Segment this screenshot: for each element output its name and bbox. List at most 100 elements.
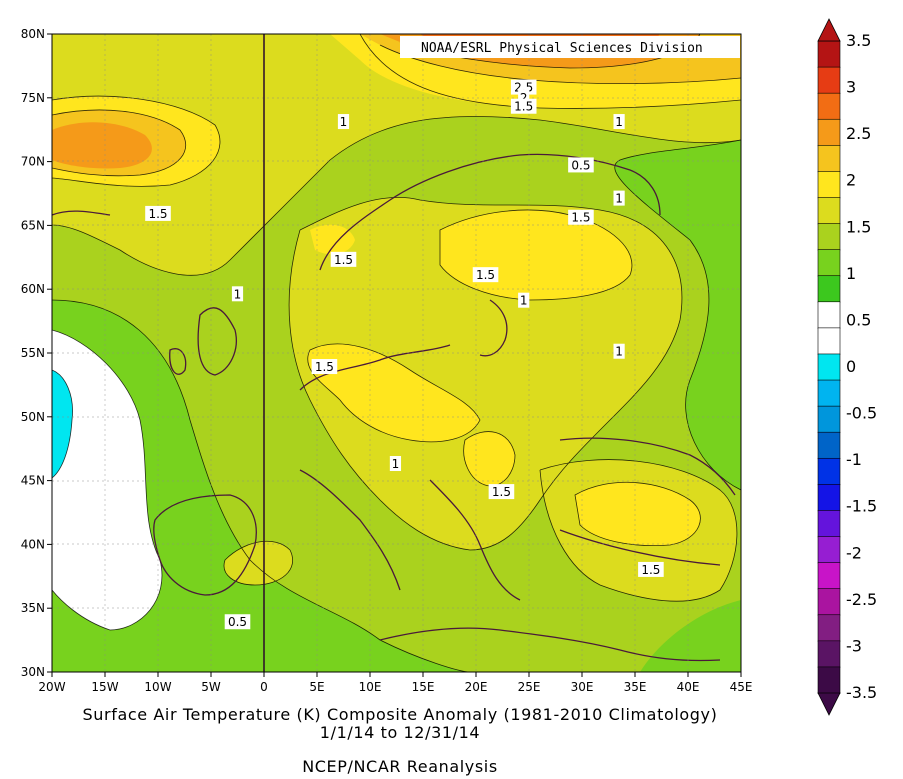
graticule bbox=[52, 34, 741, 672]
fill-0p5-east bbox=[614, 140, 741, 490]
caption-source: NCEP/NCAR Reanalysis bbox=[302, 757, 498, 776]
colorbar-swatch bbox=[817, 666, 841, 694]
contour-label: 1 bbox=[613, 190, 625, 206]
colorbar-swatch bbox=[817, 171, 841, 199]
contour-label: 2 bbox=[518, 89, 530, 105]
contour-label: 1 bbox=[337, 114, 350, 130]
coastlines bbox=[52, 153, 736, 662]
colorbar-label: 3 bbox=[846, 78, 856, 97]
lon-tick-label: 10E bbox=[359, 680, 382, 694]
contour-label: 1.5 bbox=[488, 484, 515, 500]
lat-tick-label: 30N bbox=[21, 665, 45, 679]
contour-label: 1 bbox=[389, 456, 402, 472]
colorbar-swatch bbox=[817, 66, 841, 94]
lat-ticks: 80N 75N 70N 65N 60N 55N 50N 45N 40N 35N 30N bbox=[21, 27, 52, 679]
lat-tick-label: 75N bbox=[21, 91, 45, 105]
colorbar-swatch bbox=[817, 457, 841, 486]
svg-text:1.5: 1.5 bbox=[641, 563, 660, 577]
fill-1p5-2-turkey bbox=[575, 482, 701, 546]
colorbar-label: -2 bbox=[846, 543, 862, 562]
lon-tick-label: 5E bbox=[309, 680, 324, 694]
colorbar-swatch bbox=[817, 536, 841, 564]
colorbar-swatch bbox=[817, 379, 841, 407]
caption-title: Surface Air Temperature (K) Composite An… bbox=[82, 705, 718, 724]
contour-label: 1 bbox=[613, 114, 625, 130]
lat-tick-label: 80N bbox=[21, 27, 45, 41]
map-field: 2.521.51 10.511.5 1.51.51.51 111.511.51.50.… bbox=[52, 34, 741, 672]
contour-label: 0.5 bbox=[568, 157, 594, 173]
svg-text:1: 1 bbox=[520, 294, 528, 308]
colorbar-swatch bbox=[817, 484, 841, 512]
colorbar-label: 1.5 bbox=[846, 217, 871, 236]
colorbar-arrow-down bbox=[817, 692, 841, 716]
contour-label: 1.5 bbox=[568, 209, 594, 225]
contour-label: 0.5 bbox=[224, 614, 251, 630]
colorbar-label: -3.5 bbox=[846, 683, 877, 702]
svg-text:1.5: 1.5 bbox=[492, 485, 511, 499]
colorbar-label: -3 bbox=[846, 636, 862, 655]
credit-box bbox=[400, 36, 740, 58]
colorbar-swatch bbox=[817, 223, 841, 251]
svg-text:2: 2 bbox=[520, 91, 528, 105]
colorbar-label: -1.5 bbox=[846, 497, 877, 516]
svg-text:1.5: 1.5 bbox=[334, 253, 353, 267]
contour-label: 1.5 bbox=[330, 251, 357, 267]
svg-text:1: 1 bbox=[615, 192, 623, 206]
lon-tick-label: 20E bbox=[465, 680, 488, 694]
colorbar-label: -1 bbox=[846, 450, 862, 469]
lat-tick-label: 60N bbox=[21, 282, 45, 296]
fill-zero-atlantic bbox=[52, 330, 162, 630]
colorbar-swatch bbox=[817, 510, 841, 538]
lon-tick-label: 0 bbox=[260, 680, 268, 694]
contour-label: 1.5 bbox=[145, 205, 171, 221]
colorbar-swatch bbox=[817, 327, 841, 355]
fill-1p5-2-balkan bbox=[463, 431, 515, 486]
svg-text:1: 1 bbox=[392, 457, 400, 471]
fill-neg-atlantic bbox=[52, 370, 73, 478]
lon-tick-label: 30E bbox=[571, 680, 594, 694]
colorbar-swatch bbox=[817, 92, 841, 121]
lat-tick-label: 70N bbox=[21, 155, 45, 169]
contour-label: 1.5 bbox=[472, 267, 499, 283]
lon-tick-label: 40E bbox=[677, 680, 700, 694]
contour-label: 1.5 bbox=[510, 98, 537, 114]
lon-tick-label: 25E bbox=[518, 680, 541, 694]
colorbar-swatch bbox=[817, 640, 841, 668]
colorbar-swatch bbox=[817, 562, 841, 590]
contour-labels: 2.521.51 10.511.5 1.51.51.51 111.511.51.50.… bbox=[145, 79, 664, 630]
colorbar-swatch bbox=[817, 405, 841, 433]
fill-0p5-southeast bbox=[640, 600, 741, 672]
colorbar-label: -0.5 bbox=[846, 404, 877, 423]
contour-label: 1.5 bbox=[311, 359, 338, 375]
svg-text:1.5: 1.5 bbox=[315, 360, 334, 374]
lon-tick-label: 10W bbox=[144, 680, 171, 694]
lon-tick-label: 15W bbox=[91, 680, 118, 694]
fill-1p5-2-norway bbox=[310, 224, 355, 255]
colorbar-swatch bbox=[817, 431, 841, 460]
lon-tick-label: 15E bbox=[412, 680, 435, 694]
colorbar-swatch bbox=[817, 40, 841, 68]
colorbar-label: 0.5 bbox=[846, 310, 871, 329]
credit-text: NOAA/ESRL Physical Sciences Division bbox=[421, 41, 703, 56]
colorbar-swatch bbox=[817, 118, 841, 147]
colorbar-label: 1 bbox=[846, 264, 856, 283]
lon-tick-label: 5W bbox=[201, 680, 221, 694]
colorbar-swatch bbox=[817, 275, 841, 303]
svg-text:1: 1 bbox=[615, 345, 623, 359]
contour-label: 1.5 bbox=[638, 561, 664, 577]
fill-1p5-2-central bbox=[307, 343, 480, 442]
lat-tick-label: 65N bbox=[21, 218, 45, 232]
colorbar-swatch bbox=[817, 197, 841, 225]
lat-tick-label: 45N bbox=[21, 474, 45, 488]
colorbar-label: 0 bbox=[846, 357, 856, 376]
contour-label: 1 bbox=[231, 286, 244, 302]
colorbar: 3.5 3 2.5 2 1.5 1 0.5 0 -0.5 -1 -1.5 -2 -2.5 -3 -3.5 bbox=[817, 18, 877, 716]
lat-tick-label: 40N bbox=[21, 537, 45, 551]
contour-label: 1 bbox=[518, 292, 530, 308]
svg-text:1.5: 1.5 bbox=[571, 211, 590, 225]
caption-dates: 1/1/14 to 12/31/14 bbox=[319, 723, 481, 742]
lat-tick-label: 55N bbox=[21, 346, 45, 360]
svg-text:1.5: 1.5 bbox=[514, 100, 533, 114]
lon-tick-label: 20W bbox=[38, 680, 65, 694]
colorbar-label: 2 bbox=[846, 171, 856, 190]
